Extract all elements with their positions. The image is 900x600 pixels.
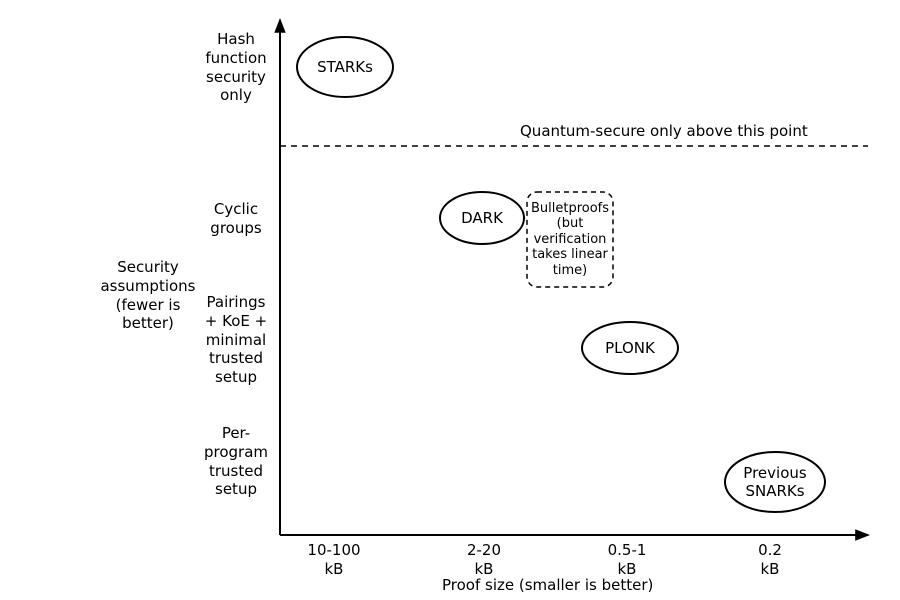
y-axis-label: Securityassumptions(fewer isbetter) xyxy=(93,258,203,333)
node-starks-label: STARKs xyxy=(297,58,393,76)
chart-stage: Securityassumptions(fewer isbetter) Hash… xyxy=(0,0,900,600)
x-axis-label: Proof size (smaller is better) xyxy=(442,576,653,594)
node-bulletproofs-label: Bulletproofs(butverificationtakes linear… xyxy=(527,201,613,279)
x-tick-label-0: 10-100kB xyxy=(289,541,379,579)
x-tick-label-3: 0.2kB xyxy=(725,541,815,579)
y-tick-label-0: Hashfunctionsecurityonly xyxy=(196,30,276,105)
x-tick-label-1: 2-20kB xyxy=(439,541,529,579)
node-previous-snarks-label: PreviousSNARKs xyxy=(725,464,825,500)
node-dark-label: DARK xyxy=(440,209,524,227)
y-tick-label-1: Cyclicgroups xyxy=(196,200,276,238)
y-tick-label-3: Per-programtrustedsetup xyxy=(193,424,279,499)
y-tick-label-2: Pairings+ KoE +minimaltrustedsetup xyxy=(193,293,279,387)
node-plonk-label: PLONK xyxy=(582,339,678,357)
quantum-secure-label: Quantum-secure only above this point xyxy=(520,122,808,140)
x-tick-label-2: 0.5-1kB xyxy=(582,541,672,579)
